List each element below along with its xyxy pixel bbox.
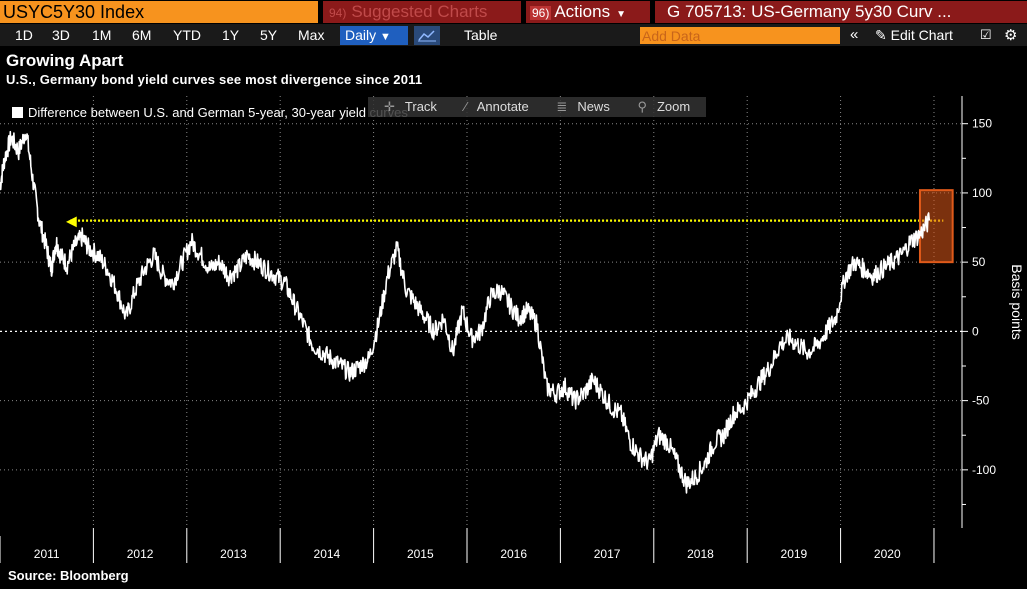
zoom-tool-label: Zoom — [656, 99, 691, 114]
graph-title-tab[interactable]: G 705713: US-Germany 5y30 Curv ... — [655, 1, 1027, 23]
period-max-button[interactable]: Max — [298, 27, 325, 43]
add-data-input[interactable] — [640, 27, 840, 44]
chart-subtitle: U.S., Germany bond yield curves see most… — [6, 72, 423, 87]
edit-chart-button[interactable]: ✎ Edit Chart — [875, 26, 953, 44]
period-3d-button[interactable]: 3D — [52, 27, 70, 43]
x-tick-label: 2013 — [220, 547, 247, 561]
frequency-dropdown[interactable]: Daily ▼ — [340, 26, 408, 45]
legend-swatch — [12, 107, 23, 118]
crosshair-icon: ✛ — [384, 99, 395, 114]
period-6m-button[interactable]: 6M — [132, 27, 152, 43]
suggested-charts-number: 94) — [327, 6, 349, 20]
collapse-chevrons-icon[interactable]: « — [850, 26, 859, 43]
caret-down-icon: ▼ — [616, 9, 626, 20]
chart-title: Growing Apart — [6, 51, 124, 70]
annotations: ◀ — [0, 189, 962, 333]
actions-menu-button[interactable]: 96) Actions ▼ — [526, 1, 650, 23]
period-1y-button[interactable]: 1Y — [222, 27, 240, 43]
x-tick-label: 2018 — [687, 547, 714, 561]
chart-legend: Difference between U.S. and German 5-yea… — [12, 105, 408, 120]
track-tool[interactable]: ✛ Track — [378, 99, 443, 114]
x-tick-label: 2016 — [500, 547, 527, 561]
x-tick-label: 2015 — [407, 547, 434, 561]
left-arrow-icon: ◀ — [66, 213, 77, 229]
line-chart-button[interactable] — [414, 26, 440, 45]
y-tick-label: 100 — [972, 186, 992, 200]
frequency-label: Daily — [345, 27, 377, 43]
x-tick-label: 2014 — [314, 547, 341, 561]
x-tick-label: 2019 — [781, 547, 808, 561]
magnifier-icon: ⚲ — [637, 99, 647, 114]
suggested-charts-button[interactable]: 94) Suggested Charts — [323, 1, 521, 23]
annotate-tool-label: Annotate — [476, 99, 529, 114]
y-axis: 150 100 50 0 -50 -100 Basis points — [961, 96, 1025, 528]
period-1d-button[interactable]: 1D — [15, 27, 33, 43]
top-bar: USYC5Y30 Index 94) Suggested Charts 96) Ac… — [0, 0, 1027, 24]
news-tool-label: News — [577, 99, 610, 114]
y-tick-label: -100 — [972, 463, 996, 477]
suggested-charts-label: Suggested Charts — [351, 2, 488, 21]
ticker-field[interactable]: USYC5Y30 Index — [0, 1, 318, 23]
edit-square-icon[interactable]: ☑ — [980, 27, 992, 42]
series-line — [0, 130, 931, 494]
gear-icon[interactable]: ⚙ — [1004, 27, 1018, 44]
period-toolbar: 1D 3D 1M 6M YTD 1Y 5Y Max Daily ▼ Table … — [0, 24, 1027, 46]
period-1m-button[interactable]: 1M — [92, 27, 112, 43]
news-icon: ≣ — [556, 99, 568, 114]
pencil-icon: ✎ — [875, 27, 891, 43]
legend-label: Difference between U.S. and German 5-yea… — [28, 105, 408, 120]
y-axis-label: Basis points — [1009, 264, 1025, 339]
x-tick-label: 2011 — [34, 547, 60, 561]
y-tick-label: 150 — [972, 117, 992, 131]
news-tool[interactable]: ≣ News — [550, 99, 615, 114]
chart-tools: ✛ Track ∕ Annotate ≣ News ⚲ Zoom — [368, 97, 707, 117]
actions-number: 96) — [530, 6, 552, 20]
y-tick-label: 50 — [972, 255, 986, 269]
series-layer — [0, 130, 931, 494]
line-chart-icon — [418, 30, 436, 42]
period-5y-button[interactable]: 5Y — [260, 27, 278, 43]
x-tick-label: 2017 — [594, 547, 621, 561]
ticker-label: USYC5Y30 Index — [3, 2, 145, 22]
y-tick-label: 0 — [972, 324, 979, 338]
actions-label: Actions — [554, 2, 611, 21]
dropdown-arrow-icon: ▼ — [380, 31, 391, 43]
table-view-button[interactable]: Table — [464, 27, 498, 43]
x-tick-label: 2012 — [127, 547, 154, 561]
y-tick-label: -50 — [972, 394, 990, 408]
x-axis: 2011 2012 2013 2014 2015 2016 2017 2018 2019 2020 — [0, 528, 935, 563]
edit-chart-label: Edit Chart — [890, 27, 953, 43]
source-note: Source: Bloomberg — [8, 568, 129, 583]
pen-icon: ∕ — [464, 99, 467, 114]
graph-title-label: G 705713: US-Germany 5y30 Curv ... — [667, 2, 952, 21]
period-ytd-button[interactable]: YTD — [173, 27, 201, 43]
annotate-tool[interactable]: ∕ Annotate — [459, 99, 535, 114]
track-tool-label: Track — [404, 99, 437, 114]
gridlines — [0, 96, 962, 528]
x-tick-label: 2020 — [874, 547, 901, 561]
zoom-tool[interactable]: ⚲ Zoom — [631, 99, 696, 114]
